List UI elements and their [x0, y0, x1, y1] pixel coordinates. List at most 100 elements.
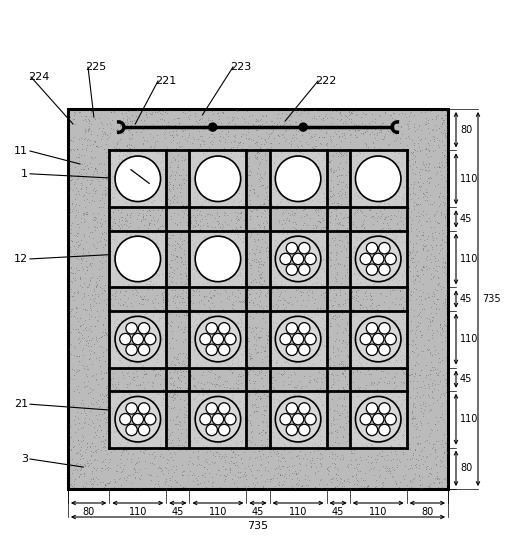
Point: [350, 439, 358, 448]
Point: [391, 150, 400, 159]
Point: [77, 217, 85, 226]
Point: [294, 142, 303, 151]
Point: [202, 240, 210, 248]
Point: [407, 180, 415, 188]
Point: [382, 240, 390, 248]
Point: [114, 333, 122, 342]
Point: [134, 426, 143, 435]
Point: [239, 195, 248, 204]
Point: [142, 393, 150, 401]
Point: [297, 263, 306, 272]
Point: [204, 393, 213, 401]
Point: [213, 342, 222, 351]
Point: [199, 436, 207, 444]
Point: [252, 403, 260, 412]
Point: [259, 223, 268, 232]
Point: [133, 166, 142, 174]
Point: [381, 151, 389, 160]
Point: [290, 415, 299, 424]
Point: [135, 268, 144, 277]
Text: 80: 80: [460, 124, 472, 135]
Point: [164, 194, 172, 203]
Point: [357, 329, 366, 338]
Point: [416, 439, 424, 447]
Point: [144, 450, 153, 459]
Point: [83, 195, 91, 204]
Point: [227, 445, 235, 454]
Point: [319, 132, 328, 141]
Point: [232, 248, 240, 256]
Point: [192, 217, 200, 226]
Point: [386, 128, 394, 136]
Point: [379, 367, 387, 376]
Point: [392, 389, 400, 398]
Point: [298, 389, 307, 398]
Point: [209, 291, 218, 299]
Point: [431, 419, 439, 428]
Point: [73, 220, 81, 229]
Point: [346, 190, 354, 199]
Point: [377, 241, 385, 250]
Point: [372, 451, 381, 459]
Point: [82, 184, 90, 193]
Point: [372, 349, 380, 358]
Point: [409, 337, 418, 345]
Point: [357, 427, 365, 436]
Point: [276, 289, 284, 298]
Point: [74, 289, 83, 298]
Point: [438, 457, 446, 465]
Point: [213, 406, 222, 415]
Point: [75, 357, 83, 365]
Point: [119, 415, 127, 424]
Point: [321, 309, 329, 318]
Point: [310, 130, 319, 138]
Point: [113, 329, 121, 338]
Point: [122, 322, 131, 331]
Point: [233, 233, 241, 241]
Point: [148, 442, 156, 451]
Point: [193, 479, 201, 488]
Point: [245, 290, 253, 299]
Point: [124, 273, 132, 282]
Point: [68, 269, 76, 278]
Point: [177, 192, 185, 200]
Point: [288, 207, 296, 215]
Point: [73, 458, 81, 467]
Point: [137, 439, 145, 448]
Point: [332, 274, 340, 283]
Point: [205, 433, 214, 442]
Point: [202, 193, 211, 201]
Point: [199, 247, 208, 256]
Point: [161, 280, 169, 289]
Circle shape: [286, 403, 298, 414]
Point: [210, 226, 219, 234]
Point: [110, 316, 118, 325]
Point: [229, 184, 238, 193]
Point: [352, 223, 360, 232]
Point: [88, 439, 96, 448]
Point: [347, 394, 356, 403]
Point: [372, 214, 381, 222]
Point: [410, 347, 418, 356]
Point: [297, 146, 305, 155]
Point: [391, 323, 399, 332]
Point: [325, 195, 334, 203]
Point: [286, 332, 294, 340]
Point: [312, 245, 320, 253]
Point: [301, 417, 309, 426]
Point: [209, 197, 217, 206]
Point: [221, 377, 230, 386]
Point: [379, 354, 387, 363]
Point: [153, 314, 162, 322]
Point: [286, 421, 295, 430]
Point: [70, 275, 79, 284]
Point: [392, 273, 401, 282]
Point: [382, 316, 391, 325]
Point: [185, 276, 194, 285]
Point: [101, 183, 109, 192]
Point: [292, 129, 300, 138]
Point: [426, 483, 435, 491]
Point: [269, 183, 277, 192]
Point: [111, 419, 120, 427]
Point: [146, 324, 154, 332]
